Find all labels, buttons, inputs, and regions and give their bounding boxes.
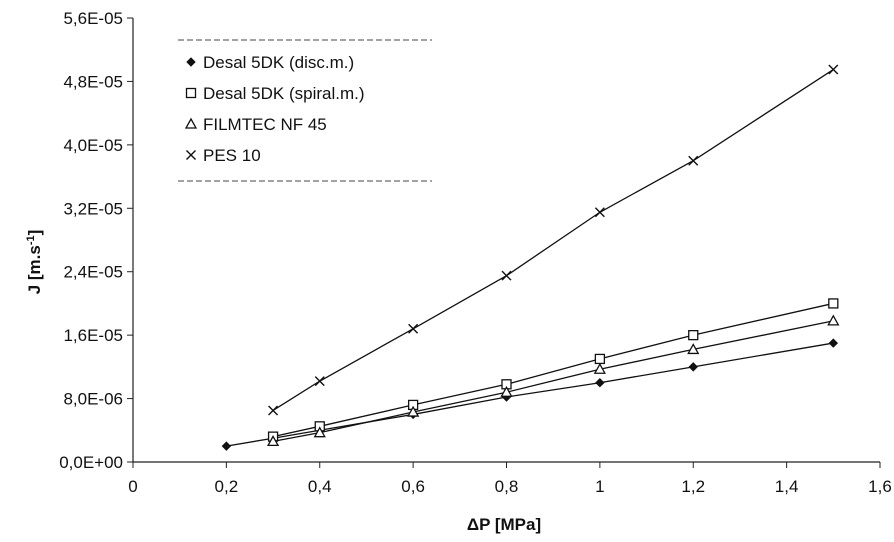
y-tick-label: 3,2E-05	[63, 199, 123, 218]
data-point	[314, 376, 325, 387]
x-tick-label: 1,6	[868, 477, 892, 496]
x-tick-label: 0,8	[495, 477, 519, 496]
data-point	[828, 338, 839, 348]
y-tick-label: 5,6E-05	[63, 9, 123, 28]
legend-label: Desal 5DK (disc.m.)	[203, 53, 354, 72]
legend-label: FILMTEC NF 45	[203, 115, 327, 134]
y-tick-label: 4,0E-05	[63, 136, 123, 155]
x-tick-label: 1,2	[681, 477, 705, 496]
x-tick-label: 0,6	[401, 477, 425, 496]
series-3	[266, 314, 840, 447]
data-point	[407, 405, 420, 417]
series-line	[226, 342, 834, 447]
cross-stroke	[314, 376, 325, 387]
x-tick-label: 0	[128, 477, 137, 496]
y-tick-label: 2,4E-05	[63, 263, 123, 282]
x-axis-title: ΔP [MPa]	[467, 515, 541, 534]
y-axis-title: J [m.s-1]	[25, 230, 44, 295]
cross-stroke	[594, 207, 605, 218]
cross-stroke	[688, 155, 699, 166]
cross-stroke	[408, 323, 419, 334]
cross-stroke	[501, 270, 512, 281]
y-tick-label: 1,6E-05	[63, 326, 123, 345]
legend-marker	[186, 57, 196, 67]
legend-label: PES 10	[203, 146, 261, 165]
data-point	[688, 155, 699, 166]
series-4	[268, 64, 839, 416]
data-point	[501, 270, 512, 281]
data-point	[594, 207, 605, 218]
legend-marker	[186, 150, 196, 160]
data-point	[688, 362, 698, 372]
data-point	[595, 378, 605, 388]
y-tick-label: 4,8E-05	[63, 72, 123, 91]
data-point	[594, 353, 606, 365]
legend-label: Desal 5DK (spiral.m.)	[203, 84, 365, 103]
legend: Desal 5DK (disc.m.) Desal 5DK (spiral.m.)…	[176, 38, 434, 183]
cross-stroke	[186, 150, 196, 160]
data-point	[688, 329, 699, 341]
y-axis-title-superscript: -1	[25, 235, 37, 245]
data-point	[268, 405, 279, 416]
data-point	[221, 441, 232, 451]
legend-marker	[184, 117, 198, 129]
x-tick-label: 1	[595, 477, 604, 496]
legend-items: Desal 5DK (disc.m.) Desal 5DK (spiral.m.)…	[184, 53, 365, 165]
data-point	[828, 298, 839, 309]
y-axis-title-close: ]	[25, 230, 44, 236]
data-point	[593, 362, 606, 374]
legend-marker	[185, 87, 197, 99]
data-point	[827, 314, 840, 326]
y-tick-label: 0,0E+00	[59, 453, 123, 472]
cross-stroke	[268, 405, 279, 416]
x-tick-label: 0,4	[308, 477, 332, 496]
data-point	[500, 385, 513, 397]
cross-stroke	[828, 64, 839, 75]
data-point	[828, 64, 839, 75]
legend-box	[176, 38, 434, 183]
data-point	[687, 343, 700, 355]
y-tick-label: 8,0E-06	[63, 390, 123, 409]
axes: 0 0,2 0,4 0,6 0,8 1 1,2 1,4 1,6 0,0E+00 8,0E-06 1,6…	[59, 9, 892, 496]
series-layer	[221, 64, 840, 451]
data-point	[408, 323, 419, 334]
x-tick-label: 1,4	[775, 477, 799, 496]
data-point	[313, 426, 326, 438]
data-point	[266, 435, 280, 447]
x-tick-label: 0,2	[215, 477, 239, 496]
